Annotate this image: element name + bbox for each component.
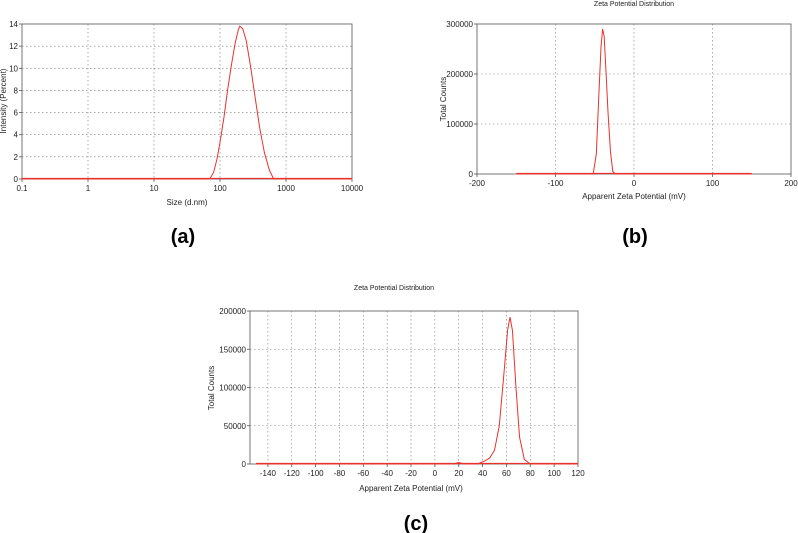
- chart-c-yticks: 0 50000 100000 150000 200000: [219, 307, 250, 469]
- chart-c-xtick-label: -100: [308, 469, 325, 478]
- chart-a-ytick-label: 10: [9, 64, 18, 73]
- chart-b-series-line: [516, 28, 752, 175]
- chart-a-ytick-label: 8: [14, 86, 19, 95]
- chart-b: Zeta Potential Distribution -200 -100 0 100…: [439, 1, 798, 248]
- chart-b-ytick-label: 0: [469, 170, 474, 179]
- chart-c-xlabel: Apparent Zeta Potential (mV): [359, 484, 463, 493]
- chart-b-xtick-label: 100: [706, 179, 720, 188]
- chart-c-xtick-label: 20: [454, 469, 463, 478]
- chart-b-xlabel: Apparent Zeta Potential (mV): [582, 192, 686, 201]
- chart-c-xtick-label: 60: [502, 469, 511, 478]
- chart-c-xtick-label: -80: [334, 469, 346, 478]
- chart-b-xtick-label: 0: [632, 179, 637, 188]
- chart-b-grid: [477, 24, 791, 174]
- chart-c-xtick-label: -120: [284, 469, 301, 478]
- chart-c-ytick-label: 200000: [219, 307, 246, 316]
- chart-a-xtick-label: 10000: [341, 184, 364, 193]
- chart-a-xticks: 0.1 1 10 100 1000 10000: [16, 179, 364, 193]
- chart-c-grid: [250, 311, 578, 464]
- chart-b-panel-label: (b): [622, 226, 648, 248]
- chart-c-title: Zeta Potential Distribution: [354, 285, 434, 292]
- chart-a-xtick-label: 1: [86, 184, 91, 193]
- chart-b-ytick-label: 200000: [446, 70, 473, 79]
- chart-c-xticks: -140 -120 -100 -80 -60 -40 -20 0 20 40 60 80 100 120: [260, 464, 585, 478]
- chart-a-ytick-label: 14: [9, 20, 18, 29]
- chart-c-ytick-label: 100000: [219, 384, 246, 393]
- chart-c-panel-label: (c): [404, 513, 428, 533]
- chart-c-xtick-label: -60: [358, 469, 370, 478]
- chart-b-yticks: 0 100000 200000 300000: [446, 20, 477, 179]
- chart-b-xtick-label: -200: [469, 179, 486, 188]
- chart-a-ytick-label: 0: [14, 175, 19, 184]
- chart-c-series-line: [255, 317, 578, 465]
- chart-b-title: Zeta Potential Distribution: [594, 1, 674, 8]
- chart-a-xlabel: Size (d.nm): [167, 198, 208, 207]
- chart-a-yticks: 0 2 4 6 8 10 12 14: [9, 20, 22, 184]
- chart-b-xtick-label: 200: [784, 179, 798, 188]
- chart-c-xtick-label: 100: [547, 469, 561, 478]
- chart-b-xticks: -200 -100 0 100 200: [469, 174, 798, 188]
- chart-c: Zeta Potential Distribution -140 -120 -100…: [207, 285, 585, 533]
- chart-c-xtick-label: 120: [571, 469, 585, 478]
- chart-a-xtick-label: 10: [150, 184, 159, 193]
- chart-a-ytick-label: 2: [14, 153, 19, 162]
- chart-c-ytick-label: 0: [242, 460, 247, 469]
- chart-c-xtick-label: 40: [478, 469, 487, 478]
- chart-c-xtick-label: -20: [405, 469, 417, 478]
- chart-c-xtick-label: -140: [260, 469, 277, 478]
- chart-b-xtick-label: -100: [547, 179, 564, 188]
- chart-a-ylabel: Intensity (Percent): [0, 68, 8, 133]
- chart-c-ytick-label: 150000: [219, 345, 246, 354]
- chart-c-ylabel: Total Counts: [207, 366, 216, 410]
- chart-c-xtick-label: -40: [381, 469, 393, 478]
- chart-b-ylabel: Total Counts: [439, 77, 448, 121]
- chart-c-xtick-label: 0: [433, 469, 438, 478]
- chart-c-ytick-label: 50000: [224, 422, 247, 431]
- chart-a-series-line: [22, 25, 352, 180]
- chart-a-xtick-label: 0.1: [16, 184, 28, 193]
- chart-a-ytick-label: 12: [9, 42, 18, 51]
- chart-a-xtick-label: 1000: [277, 184, 295, 193]
- chart-a-frame: [21, 23, 353, 180]
- chart-b-ytick-label: 300000: [446, 20, 473, 29]
- chart-b-ytick-label: 100000: [446, 120, 473, 129]
- chart-a: 0.1 1 10 100 1000 10000 0 2 4 6 8 10 12 14 Size (d.n…: [0, 20, 364, 248]
- chart-a-ytick-label: 6: [14, 109, 19, 118]
- chart-a-ytick-label: 4: [14, 131, 19, 140]
- chart-a-panel-label: (a): [171, 226, 195, 248]
- chart-a-grid: [22, 24, 352, 179]
- chart-a-xtick-label: 100: [213, 184, 227, 193]
- chart-c-xtick-label: 80: [526, 469, 535, 478]
- chart-b-frame: [476, 23, 792, 175]
